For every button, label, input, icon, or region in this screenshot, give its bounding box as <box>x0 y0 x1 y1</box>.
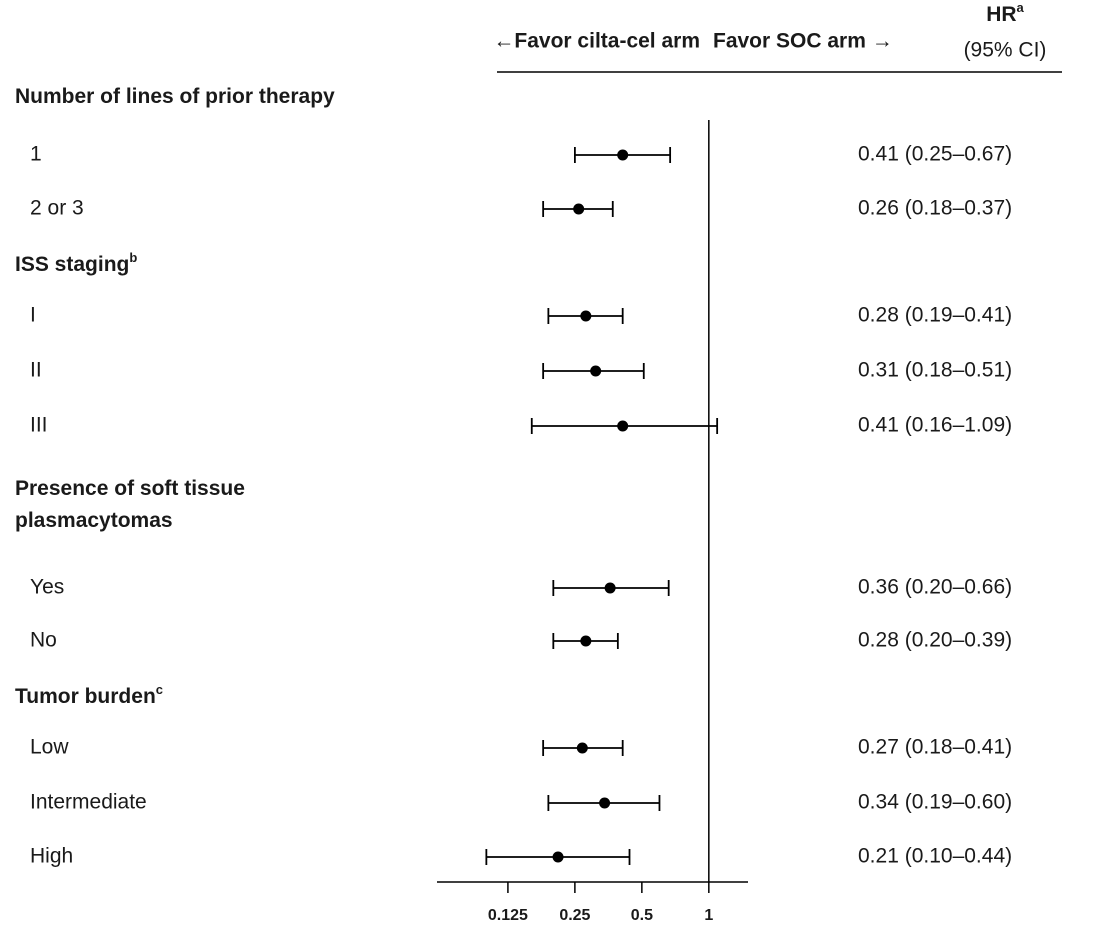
stat-subheader: (95% CI) <box>964 39 1047 62</box>
group-title-text: ISS staging <box>15 253 129 276</box>
value-label: 0.36 (0.20–0.66) <box>858 576 1012 599</box>
value-label: 0.21 (0.10–0.44) <box>858 845 1012 868</box>
hr-point <box>604 582 616 594</box>
row-label: I <box>30 304 36 327</box>
favor-right: Favor SOC arm → <box>713 30 893 53</box>
row-label: III <box>30 414 48 437</box>
value-label: 0.41 (0.16–1.09) <box>858 414 1012 437</box>
hr-point <box>580 635 592 647</box>
row-label: 1 <box>30 143 42 166</box>
hr-point <box>617 420 629 432</box>
x-tick-label: 0.125 <box>488 907 528 924</box>
hr-point <box>573 203 585 215</box>
group-title: Presence of soft tissue <box>15 477 245 500</box>
row-label: High <box>30 845 73 868</box>
group-superscript: c <box>156 682 163 697</box>
favor-left: ←Favor cilta-cel arm <box>493 30 700 53</box>
group-title: Tumor burdenc <box>15 682 163 707</box>
value-label: 0.28 (0.20–0.39) <box>858 629 1012 652</box>
stat-header: HRa <box>986 0 1024 25</box>
hr-point <box>599 797 611 809</box>
value-label: 0.27 (0.18–0.41) <box>858 736 1012 759</box>
hr-point <box>617 149 629 161</box>
group-title-text: Presence of soft tissue <box>15 477 245 500</box>
value-label: 0.28 (0.19–0.41) <box>858 304 1012 327</box>
value-label: 0.31 (0.18–0.51) <box>858 359 1012 382</box>
stat-label: HR <box>986 3 1016 26</box>
value-label: 0.34 (0.19–0.60) <box>858 791 1012 814</box>
hr-point <box>590 365 602 377</box>
row-label: Intermediate <box>30 791 147 814</box>
row-label: II <box>30 359 42 382</box>
row-label: 2 or 3 <box>30 197 84 220</box>
group-title-text: plasmacytomas <box>15 509 173 532</box>
group-title: plasmacytomas <box>15 509 173 532</box>
hr-point <box>552 851 564 863</box>
group-title: Number of lines of prior therapy <box>15 85 335 108</box>
x-tick-label: 0.25 <box>559 907 590 924</box>
group-superscript: b <box>129 250 137 265</box>
x-tick-label: 1 <box>704 907 713 924</box>
group-title-text: Tumor burden <box>15 685 156 708</box>
row-label: No <box>30 629 57 652</box>
value-label: 0.41 (0.25–0.67) <box>858 143 1012 166</box>
value-label: 0.26 (0.18–0.37) <box>858 197 1012 220</box>
hr-point <box>576 742 588 754</box>
x-tick-label: 0.5 <box>631 907 653 924</box>
stat-superscript: a <box>1017 0 1025 15</box>
row-label: Low <box>30 736 69 759</box>
row-label: Yes <box>30 576 64 599</box>
group-title-text: Number of lines of prior therapy <box>15 85 335 108</box>
group-title: ISS stagingb <box>15 250 137 275</box>
hr-point <box>580 310 592 322</box>
